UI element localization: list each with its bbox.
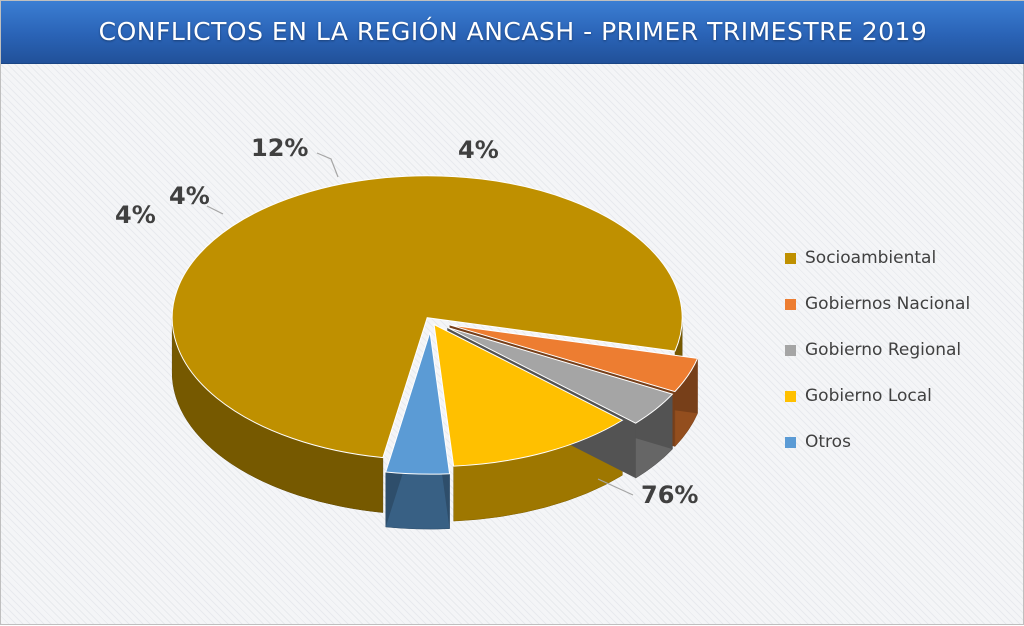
pie-slice-1: [449, 324, 699, 393]
data-label-1: 4%: [115, 201, 156, 229]
legend-label-0: Socioambiental: [805, 248, 936, 268]
legend-swatch-1: [785, 299, 796, 310]
pie-slice-0: [171, 175, 683, 459]
leader-line-0: [597, 478, 634, 496]
legend-swatch-0: [785, 253, 796, 264]
legend-label-2: Gobierno Regional: [805, 340, 961, 360]
data-label-0: 76%: [641, 481, 698, 509]
pie-slice-3: [433, 323, 624, 467]
leader-line-3: [316, 152, 339, 178]
pie-slice-2: [447, 326, 674, 424]
pie-slice-4: [385, 331, 451, 475]
data-label-4: 4%: [458, 136, 499, 164]
legend-swatch-3: [785, 391, 796, 402]
legend-label-4: Otros: [805, 432, 851, 452]
legend-swatch-4: [785, 437, 796, 448]
data-label-2: 4%: [169, 182, 210, 210]
chart-title: CONFLICTOS EN LA REGIÓN ANCASH - PRIMER …: [98, 17, 928, 46]
leader-line-2: [206, 205, 224, 215]
title-bar: [1, 1, 1024, 64]
data-label-3: 12%: [251, 134, 308, 162]
legend-label-1: Gobiernos Nacional: [805, 294, 970, 314]
legend-label-3: Gobierno Local: [805, 386, 932, 406]
legend-swatch-2: [785, 345, 796, 356]
